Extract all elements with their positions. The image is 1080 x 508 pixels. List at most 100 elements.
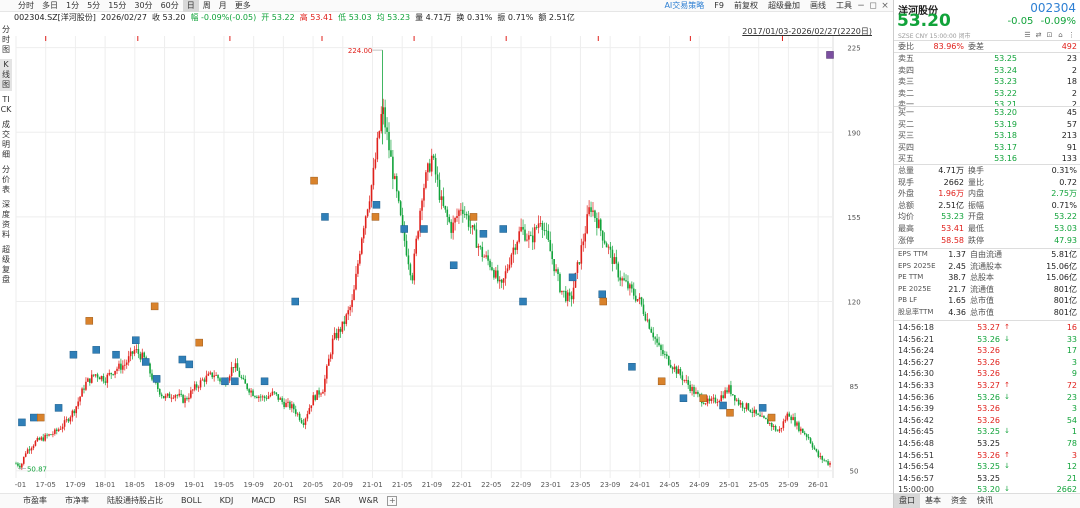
panel-tab-1[interactable]: 基本 [925, 496, 941, 505]
candle-body [450, 221, 452, 233]
candle-body [430, 155, 433, 172]
minimize-icon[interactable]: − [857, 1, 865, 11]
tick-volume: 3 [1071, 404, 1077, 414]
candle-body [316, 390, 318, 400]
chart-range-label[interactable]: 2017/01/03-2026/02/27(2220日) [742, 27, 872, 36]
stat-value: 47.93 [1054, 235, 1077, 245]
candle-body [17, 463, 19, 466]
maximize-icon[interactable]: ◻ [869, 1, 877, 11]
period-tab-1[interactable]: 多日 [42, 1, 58, 10]
tick-time: 14:56:27 [898, 357, 934, 367]
candle-body [386, 127, 388, 132]
tool-button-4[interactable]: 画线 [810, 1, 826, 10]
tick-price: 53.26 [977, 392, 1000, 402]
indicator-tab-3[interactable]: BOLL [181, 496, 202, 505]
candle-body [55, 429, 58, 431]
indicator-tab-6[interactable]: RSI [293, 496, 307, 505]
indicator-tab-1[interactable]: 市净率 [65, 496, 89, 505]
add-indicator-button[interactable]: + [387, 496, 398, 506]
tick-time: 14:56:33 [898, 380, 934, 390]
side-tab-1[interactable]: K线图 [0, 59, 12, 91]
candle-body [440, 196, 443, 200]
candle-body [493, 269, 495, 278]
panel-tab-2[interactable]: 资金 [951, 496, 967, 505]
period-tab-7[interactable]: 日 [182, 0, 199, 12]
event-marker-blue [185, 360, 194, 369]
period-tab-0[interactable]: 分时 [18, 1, 34, 10]
candle-body [388, 131, 390, 151]
tool-button-5[interactable]: 工具 [836, 1, 852, 10]
tool-button-2[interactable]: 前复权 [734, 1, 758, 10]
candle-body [510, 254, 513, 265]
period-tab-5[interactable]: 30分 [134, 1, 153, 10]
candle-body [714, 397, 717, 403]
panel-tab-3[interactable]: 快讯 [977, 496, 993, 505]
indicator-tab-7[interactable]: SAR [324, 496, 341, 505]
side-tab-6[interactable]: 超级复盘 [2, 245, 10, 284]
period-tab-10[interactable]: 更多 [234, 1, 251, 10]
candle-body [384, 107, 386, 128]
fundamental-label: PE 2025E [898, 284, 932, 293]
fundamental-value: 15.06亿 [1046, 273, 1077, 283]
candle-body [22, 456, 25, 464]
tool-button-0[interactable]: AI交易策略 [664, 1, 705, 10]
candle-body [405, 240, 408, 256]
side-tab-0[interactable]: 分时图 [2, 25, 10, 54]
candle-body [730, 385, 732, 395]
tick-row: 14:56:39 53.26 3 [894, 403, 1080, 415]
indicator-tab-8[interactable]: W&R [358, 496, 379, 505]
indicator-tab-2[interactable]: 陆股通持股占比 [107, 496, 163, 505]
home-icon[interactable]: ⌂ [1058, 31, 1063, 39]
tool-button-1[interactable]: F9 [714, 1, 724, 10]
side-tab-2[interactable]: TICK [0, 95, 12, 114]
stock-change: -0.05 -0.09% [1008, 16, 1076, 27]
candle-body [811, 443, 814, 448]
candle-body [38, 438, 41, 440]
list-icon[interactable]: ☰ [1024, 31, 1031, 39]
candle-body [802, 428, 804, 433]
candle-body [246, 383, 248, 390]
candle-body [599, 219, 602, 231]
period-tab-8[interactable]: 周 [202, 1, 211, 10]
tick-list[interactable]: 14:56:18 53.27 ↑ 16 14:56:21 53.26 ↓ 33 14:56:24… [894, 322, 1080, 496]
kline-chart[interactable]: 17-01 17-05 17-09 18-01 18-05 18-09 19-01 19-05… [14, 24, 874, 490]
close-icon[interactable]: × [881, 1, 889, 11]
indicator-tab-5[interactable]: MACD [251, 496, 276, 505]
period-tab-9[interactable]: 月 [218, 1, 227, 10]
candle-body [444, 205, 447, 210]
stat-label: 总量 [898, 166, 914, 175]
candle-body [50, 434, 52, 436]
period-tab-4[interactable]: 15分 [108, 1, 127, 10]
tool-button-3[interactable]: 超级叠加 [768, 1, 800, 10]
tick-time: 14:56:45 [898, 427, 934, 437]
candle-body [197, 387, 200, 389]
event-marker-blue [679, 394, 688, 402]
panel-tab-0[interactable]: 盘口 [894, 494, 920, 508]
window-icon[interactable]: ⊡ [1046, 31, 1053, 39]
candle-body [123, 364, 126, 366]
candle-body [135, 349, 138, 350]
candle-body [133, 349, 136, 354]
fundamental-label: PB LF [898, 296, 918, 305]
candle-body [67, 419, 70, 422]
side-tab-5[interactable]: 深度资料 [2, 200, 10, 239]
y-tick-label: 120 [847, 299, 860, 307]
info-amount: 额 2.51亿 [538, 13, 575, 22]
candle-body [679, 369, 682, 376]
more-icon[interactable]: ⋮ [1068, 31, 1075, 39]
indicator-tab-0[interactable]: 市盈率 [23, 496, 47, 505]
period-tab-3[interactable]: 5分 [87, 1, 101, 10]
period-tab-2[interactable]: 1分 [66, 1, 80, 10]
candle-body [724, 390, 726, 399]
swap-icon[interactable]: ⇄ [1035, 31, 1042, 39]
side-tab-3[interactable]: 成交明细 [2, 120, 10, 159]
bids-volume: 91 [1066, 142, 1077, 152]
side-tab-4[interactable]: 分价表 [2, 165, 10, 194]
period-tab-6[interactable]: 60分 [160, 1, 179, 10]
candle-body [308, 408, 311, 414]
bids-row: 买四 53.17 91 [894, 142, 1080, 154]
indicator-tab-4[interactable]: KDJ [219, 496, 234, 505]
candle-body [803, 432, 806, 435]
candle-body [28, 449, 31, 451]
candle-body [632, 288, 635, 296]
